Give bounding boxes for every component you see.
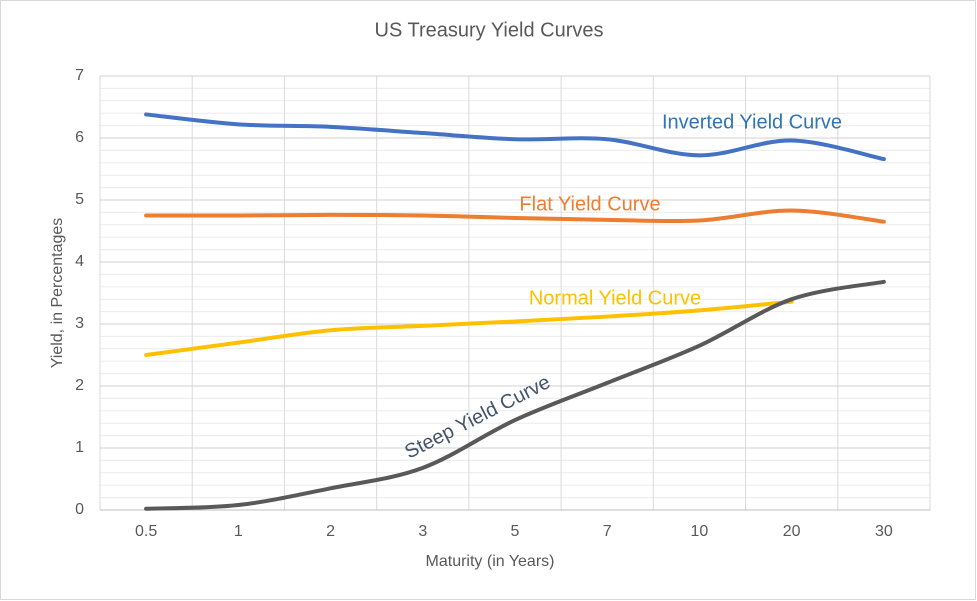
series-label: Flat Yield Curve (519, 193, 660, 215)
series-label: Inverted Yield Curve (662, 111, 842, 133)
line-series (144, 299, 794, 357)
y-tick-label: 3 (75, 315, 84, 332)
y-tick-label: 4 (75, 253, 84, 270)
x-tick-label: 0.5 (135, 523, 157, 540)
x-tick-label: 3 (418, 523, 427, 540)
y-tick-label: 0 (75, 501, 84, 518)
x-tick-label: 7 (603, 523, 612, 540)
series-label: Normal Yield Curve (529, 287, 701, 309)
x-tick-label: 1 (234, 523, 243, 540)
x-tick-label: 10 (691, 523, 709, 540)
y-tick-label: 1 (75, 439, 84, 456)
x-axis-title: Maturity (in Years) (426, 553, 555, 570)
y-tick-label: 6 (75, 129, 84, 146)
x-tick-label: 20 (783, 523, 801, 540)
line-series (144, 208, 886, 224)
y-tick-label: 2 (75, 377, 84, 394)
y-tick-label: 7 (75, 67, 84, 84)
chart-title: US Treasury Yield Curves (375, 19, 604, 41)
y-axis-title: Yield, in Percentages (49, 218, 66, 369)
y-tick-label: 5 (75, 191, 84, 208)
x-tick-label: 30 (875, 523, 893, 540)
line-series (144, 279, 886, 511)
x-tick-label: 2 (326, 523, 335, 540)
x-tick-label: 5 (511, 523, 520, 540)
line-series (144, 112, 886, 162)
